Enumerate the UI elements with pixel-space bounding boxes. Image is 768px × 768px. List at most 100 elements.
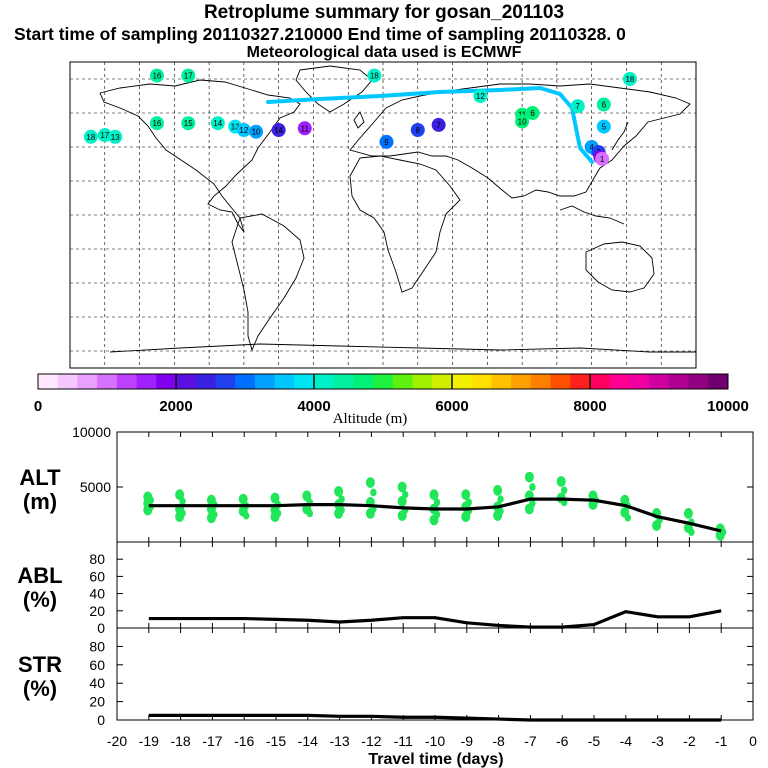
series-line — [148, 609, 722, 629]
colorbar-tick-label: 0 — [34, 398, 42, 415]
plume-marker-label: 10 — [252, 128, 261, 137]
plume-marker-label: 18 — [370, 72, 379, 81]
y-tick-label: 0 — [97, 712, 105, 728]
altitude-point — [497, 495, 504, 503]
plume-marker-label: 8 — [416, 126, 421, 135]
altitude-point — [556, 476, 566, 487]
plume-trajectory — [266, 85, 594, 164]
plume-marker — [515, 114, 530, 129]
colorbar-cell — [668, 374, 690, 389]
plume-marker — [149, 116, 164, 131]
y-tick-label: 80 — [89, 638, 105, 654]
altitude-point — [334, 508, 344, 519]
plume-marker-label: 9 — [384, 138, 389, 147]
panel-frame — [116, 627, 754, 721]
altitude-point — [529, 483, 536, 491]
colorbar-cell — [412, 374, 433, 389]
colorbar-cell — [195, 374, 216, 389]
x-tick-label: -5 — [588, 733, 601, 749]
plume-marker-label: 5 — [602, 123, 607, 132]
x-tick-label: -8 — [492, 733, 505, 749]
plume-marker — [410, 123, 425, 137]
plume-marker — [97, 128, 112, 143]
colorbar-cell — [274, 374, 295, 389]
altitude-point — [397, 481, 407, 493]
x-tick-label: -18 — [170, 733, 190, 749]
altitude-colorbar: 0 2000 4000 6000 8000 10000 Altitude (m) — [34, 373, 749, 427]
colorbar-cell — [550, 374, 571, 389]
plume-marker — [570, 99, 585, 114]
panel-ylabel-unit: (m) — [23, 489, 57, 514]
x-tick-label: -2 — [683, 733, 696, 749]
plume-marker-label: 4 — [589, 143, 594, 152]
colorbar-cells — [38, 374, 729, 389]
y-tick-label: 20 — [89, 603, 105, 619]
x-tick-label: -7 — [524, 733, 537, 749]
y-tick-label: 20 — [89, 694, 105, 710]
plume-marker-label: 18 — [86, 133, 95, 142]
altitude-point — [270, 492, 280, 504]
plume-marker — [367, 68, 382, 83]
x-tick-label: -14 — [298, 733, 318, 749]
altitude-point — [461, 511, 471, 523]
x-tick-label: -16 — [234, 733, 254, 749]
plume-marker — [271, 123, 286, 137]
plume-marker-label: 7 — [436, 121, 441, 130]
plume-marker-label: 6 — [530, 109, 535, 118]
panel-str: 80 60 40 20 0 STR(%) — [18, 627, 754, 728]
colorbar-tick-label: 2000 — [159, 398, 192, 415]
colorbar-cell — [471, 374, 492, 389]
plume-marker-label: 16 — [152, 72, 161, 81]
x-tick-label: -4 — [620, 733, 633, 749]
plume-markers: 1817131615141312101411987116107654321181… — [83, 68, 637, 166]
altitude-point — [652, 520, 662, 531]
y-tick-label: 40 — [89, 586, 105, 602]
colorbar-cell — [570, 374, 591, 389]
colorbar-cell — [136, 374, 157, 389]
altitude-point — [365, 477, 375, 488]
x-tick-label: -12 — [361, 733, 381, 749]
altitude-point — [243, 511, 250, 520]
panel-ylabel: ABL — [17, 563, 62, 588]
plume-marker-label: 15 — [184, 119, 193, 128]
panel-ylabel: STR — [18, 652, 62, 677]
y-tick-label: 10000 — [72, 424, 111, 440]
plume-marker — [431, 117, 446, 132]
altitude-point — [365, 508, 375, 519]
plume-marker-label: 12 — [239, 126, 248, 135]
colorbar-cell — [452, 374, 473, 389]
altitude-point — [206, 512, 216, 524]
colorbar-cell — [38, 374, 59, 389]
x-axis: -20 -19 -18 -17 -16 -15 -14 -13 -12 -11 -10 -9 -8 -7-… — [107, 733, 757, 768]
panel-ylabel-unit: (%) — [23, 587, 57, 612]
plume-marker — [181, 116, 196, 131]
colorbar-cell — [708, 374, 729, 389]
colorbar-cell — [511, 374, 532, 389]
x-tick-label: -9 — [461, 733, 474, 749]
plume-marker-label: 12 — [476, 92, 485, 101]
colorbar-cell — [215, 374, 236, 389]
altitude-point — [143, 504, 153, 516]
colorbar-cell — [491, 374, 512, 389]
colorbar-cell — [235, 374, 256, 389]
plume-marker — [108, 129, 123, 144]
x-tick-label: -13 — [329, 733, 349, 749]
plume-marker — [210, 116, 225, 131]
altitude-point — [461, 489, 471, 501]
plume-marker — [596, 97, 611, 112]
colorbar-cell — [294, 374, 315, 389]
x-tick-label: -6 — [556, 733, 569, 749]
colorbar-ticks: 0 2000 4000 6000 8000 10000 — [34, 374, 749, 415]
altitude-point — [429, 489, 439, 501]
altitude-point — [397, 510, 407, 521]
altitude-point — [524, 471, 534, 483]
series-line — [148, 713, 722, 722]
plume-marker-label: 17 — [100, 131, 109, 140]
colorbar-tick-label: 4000 — [297, 398, 330, 415]
time-series-panels: 100005000ALT(m)806040200ABL(%)806040200S… — [17, 424, 757, 768]
colorbar-cell — [530, 374, 552, 389]
y-tick-label: 0 — [97, 620, 105, 636]
altitude-point — [179, 497, 186, 506]
plume-marker-label: 6 — [602, 101, 607, 110]
colorbar-tick-label: 10000 — [707, 398, 749, 415]
